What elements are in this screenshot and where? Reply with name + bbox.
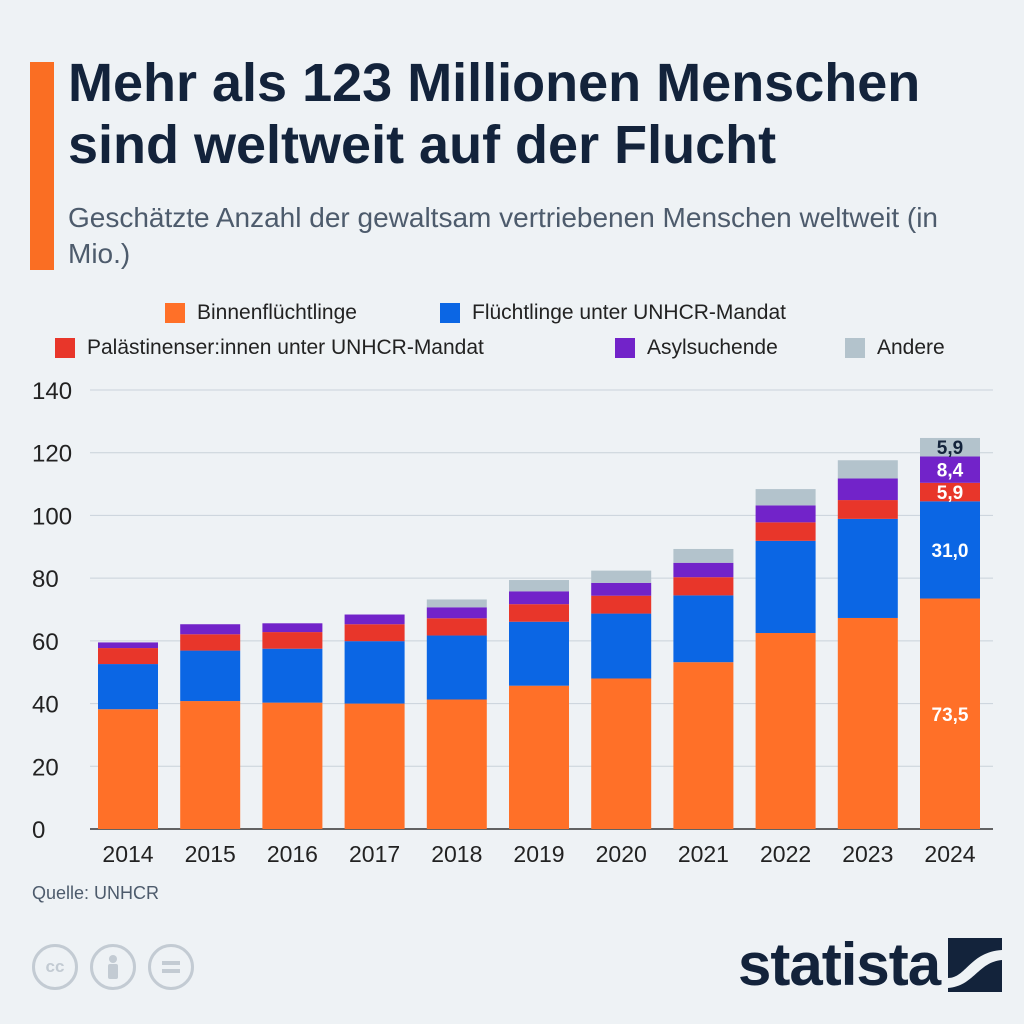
bar-segment	[837, 460, 898, 479]
bar-segment	[591, 613, 652, 679]
bar-segment	[344, 624, 405, 642]
x-tick-label: 2017	[349, 841, 400, 867]
bar-segment	[920, 501, 980, 599]
cc-icon: cc	[32, 944, 78, 990]
bar-segment	[837, 478, 898, 501]
bar-segment	[673, 548, 734, 563]
y-tick-label: 40	[32, 692, 59, 719]
bar-segment	[673, 577, 734, 596]
license-icons: cc	[32, 944, 194, 990]
bar-segment	[262, 623, 323, 633]
bar-segment	[509, 591, 569, 605]
x-tick-label: 2020	[596, 841, 647, 867]
bar-segment	[920, 437, 980, 457]
bar-segment	[426, 618, 487, 636]
data-label: 31,0	[932, 541, 969, 562]
logo-mark-icon	[948, 938, 1003, 992]
y-tick-label: 60	[32, 629, 59, 656]
source-note: Quelle: UNHCR	[32, 883, 160, 903]
bar-segment	[426, 607, 487, 619]
bar-segment	[426, 699, 487, 829]
bar-segment	[344, 703, 405, 829]
x-tick-label: 2014	[102, 841, 153, 867]
bar-segment	[673, 595, 734, 663]
stacked-bar-chart: 0 20 40 60 80 100 120 140 2014 2015 2016 2017 2018 20…	[32, 378, 993, 867]
bar-segment	[509, 621, 569, 686]
bar-segment	[920, 482, 980, 502]
x-tick-label: 2023	[842, 841, 893, 867]
statista-logo[interactable]: statista	[738, 931, 1003, 998]
data-label: 8,4	[937, 461, 964, 482]
y-tick-label: 0	[32, 817, 45, 844]
bar-segment	[755, 489, 816, 506]
bar-segment	[755, 522, 816, 541]
bar-segment	[180, 624, 241, 635]
bar-segment	[591, 678, 652, 829]
bar-segment	[180, 650, 241, 702]
y-tick-label: 80	[32, 566, 59, 593]
y-tick-label: 20	[32, 754, 59, 781]
y-tick-label: 120	[32, 441, 72, 468]
bar-segment	[180, 634, 241, 651]
y-tick-label: 100	[32, 503, 72, 530]
bar-segment	[262, 632, 323, 649]
x-tick-label: 2024	[924, 841, 975, 867]
page-title: Mehr als 123 Millionen Menschen sind wel…	[68, 53, 921, 175]
bar-segment	[673, 662, 734, 829]
x-tick-label: 2019	[513, 841, 564, 867]
bar-segment	[98, 642, 158, 649]
bar-segment	[426, 635, 487, 700]
equals-icon	[148, 944, 194, 990]
bar-segment	[509, 685, 569, 829]
bar-segment	[591, 582, 652, 596]
bar-segment	[673, 562, 734, 578]
accent-bar	[30, 62, 54, 270]
y-tick-label: 140	[32, 378, 72, 405]
bar-segment	[344, 641, 405, 704]
bar-segment	[98, 709, 158, 829]
data-label: 5,9	[937, 483, 963, 504]
bar-segment	[837, 617, 898, 829]
bar-segment	[591, 570, 652, 583]
bar-segment	[426, 599, 487, 608]
data-label: 73,5	[932, 705, 969, 726]
bar-segment	[509, 604, 569, 622]
x-tick-label: 2016	[267, 841, 318, 867]
x-tick-label: 2022	[760, 841, 811, 867]
bar-segment	[920, 456, 980, 483]
bar-segment	[591, 595, 652, 614]
x-tick-label: 2018	[431, 841, 482, 867]
bar-segment	[344, 614, 405, 625]
bar-segment	[262, 702, 323, 829]
bar-segment	[920, 598, 980, 829]
logo-wordmark: statista	[738, 931, 941, 998]
bar-segment	[755, 633, 816, 829]
x-tick-label: 2015	[185, 841, 236, 867]
bar-segment	[837, 500, 898, 519]
bar-segment	[262, 648, 323, 703]
x-tick-label: 2021	[678, 841, 729, 867]
bar-segment	[755, 505, 816, 523]
person-icon	[90, 944, 136, 990]
bar-segment	[180, 701, 241, 829]
bar-segment	[755, 540, 816, 634]
bar-segment	[98, 664, 158, 710]
data-label: 5,9	[937, 438, 963, 459]
bar-segment	[837, 518, 898, 618]
bar-segment	[509, 580, 569, 592]
bar-segment	[98, 648, 158, 665]
page-subtitle: Geschätzte Anzahl der gewaltsam vertrieb…	[68, 202, 938, 269]
